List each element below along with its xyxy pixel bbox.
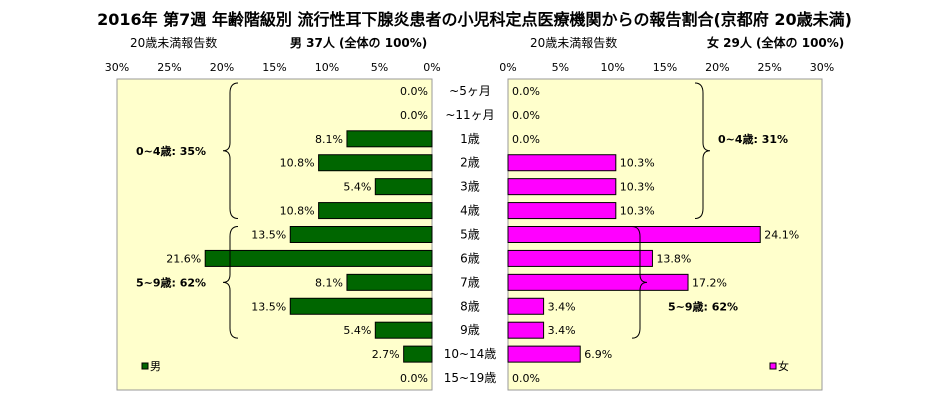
female-data-label: 0.0% xyxy=(512,133,540,146)
age-label: 4歳 xyxy=(460,204,480,218)
x-tick-right: 5% xyxy=(552,61,569,74)
male-data-label: 13.5% xyxy=(251,300,286,313)
x-tick-right: 10% xyxy=(600,61,624,74)
female-data-label: 0.0% xyxy=(512,109,540,122)
age-label: 3歳 xyxy=(460,180,480,194)
age-label: 1歳 xyxy=(460,132,480,146)
male-bar xyxy=(318,202,433,220)
male-legend-swatch xyxy=(141,362,149,370)
male-0-4-annotation: 0~4歳: 35% xyxy=(136,144,206,158)
female-bar xyxy=(507,273,689,291)
female-5-9-brace xyxy=(631,226,648,339)
age-label: 9歳 xyxy=(460,323,480,337)
male-data-label: 21.6% xyxy=(166,252,201,265)
right-caption: 20歳未満報告数 xyxy=(530,36,618,50)
female-bar xyxy=(507,321,545,339)
male-bar xyxy=(318,154,433,172)
female-data-label: 17.2% xyxy=(692,276,727,289)
male-5-9-annotation: 5~9歳: 62% xyxy=(136,275,206,289)
female-data-label: 3.4% xyxy=(548,300,576,313)
female-data-label: 3.4% xyxy=(548,324,576,337)
male-data-label: 0.0% xyxy=(400,372,428,385)
male-data-label: 0.0% xyxy=(400,109,428,122)
x-tick-right: 15% xyxy=(653,61,677,74)
female-bar xyxy=(507,249,653,267)
age-label: 15~19歳 xyxy=(444,371,497,385)
x-tick-right: 25% xyxy=(757,61,781,74)
female-data-label: 6.9% xyxy=(584,348,612,361)
male-bar xyxy=(346,130,433,148)
male-data-label: 2.7% xyxy=(372,348,400,361)
age-label: 6歳 xyxy=(460,251,480,265)
left-caption: 20歳未満報告数 xyxy=(130,36,218,50)
male-bar xyxy=(403,345,433,363)
age-label: 2歳 xyxy=(460,156,480,170)
male-bar xyxy=(289,226,433,243)
chart-title: 2016年 第7週 年齢階級別 流行性耳下腺炎患者の小児科定点医療機関からの報告… xyxy=(97,10,852,29)
female-bar xyxy=(507,297,545,315)
male-5-9-brace xyxy=(222,226,239,339)
age-label: ~5ヶ月 xyxy=(449,84,491,98)
female-bar xyxy=(507,345,581,363)
x-tick-left: 30% xyxy=(105,61,129,74)
female-bar xyxy=(507,178,617,196)
male-data-label: 8.1% xyxy=(315,276,343,289)
female-data-label: 10.3% xyxy=(620,157,655,170)
male-data-label: 5.4% xyxy=(343,181,371,194)
age-label: 5歳 xyxy=(460,228,480,242)
male-bar xyxy=(289,297,433,315)
x-tick-right: 0% xyxy=(499,61,516,74)
left-header: 男 37人 (全体の 100%) xyxy=(290,36,428,50)
female-bar xyxy=(507,202,617,220)
female-data-label: 13.8% xyxy=(656,252,691,265)
male-data-label: 8.1% xyxy=(315,133,343,146)
male-bar xyxy=(204,249,433,267)
male-data-label: 10.8% xyxy=(280,157,315,170)
male-data-label: 13.5% xyxy=(251,229,286,242)
female-bar xyxy=(507,226,761,243)
x-tick-left: 0% xyxy=(423,61,440,74)
female-5-9-annotation: 5~9歳: 62% xyxy=(668,299,738,313)
male-bar xyxy=(374,321,433,339)
female-0-4-brace xyxy=(694,82,711,220)
age-label: 8歳 xyxy=(460,299,480,313)
female-legend-label: 女 xyxy=(778,359,789,373)
male-legend-label: 男 xyxy=(150,360,161,373)
male-0-4-brace xyxy=(222,82,239,220)
right-header: 女 29人 (全体の 100%) xyxy=(707,36,845,50)
x-tick-left: 25% xyxy=(157,61,181,74)
female-data-label: 10.3% xyxy=(620,205,655,218)
age-label: ~11ヶ月 xyxy=(445,108,494,122)
male-bar xyxy=(346,273,433,291)
age-label: 7歳 xyxy=(460,275,480,289)
male-data-label: 10.8% xyxy=(280,205,315,218)
x-tick-left: 10% xyxy=(315,61,339,74)
age-label: 10~14歳 xyxy=(444,347,497,361)
x-tick-left: 20% xyxy=(210,61,234,74)
male-data-label: 0.0% xyxy=(400,85,428,98)
male-bar xyxy=(374,178,433,196)
x-tick-right: 30% xyxy=(810,61,834,74)
female-legend-swatch xyxy=(769,362,777,370)
x-tick-left: 5% xyxy=(371,61,388,74)
female-data-label: 10.3% xyxy=(620,181,655,194)
female-0-4-annotation: 0~4歳: 31% xyxy=(718,132,788,146)
female-data-label: 0.0% xyxy=(512,85,540,98)
female-bar xyxy=(507,154,617,172)
female-data-label: 24.1% xyxy=(764,229,799,242)
male-data-label: 5.4% xyxy=(343,324,371,337)
female-data-label: 0.0% xyxy=(512,372,540,385)
x-tick-left: 15% xyxy=(262,61,286,74)
x-tick-right: 20% xyxy=(705,61,729,74)
